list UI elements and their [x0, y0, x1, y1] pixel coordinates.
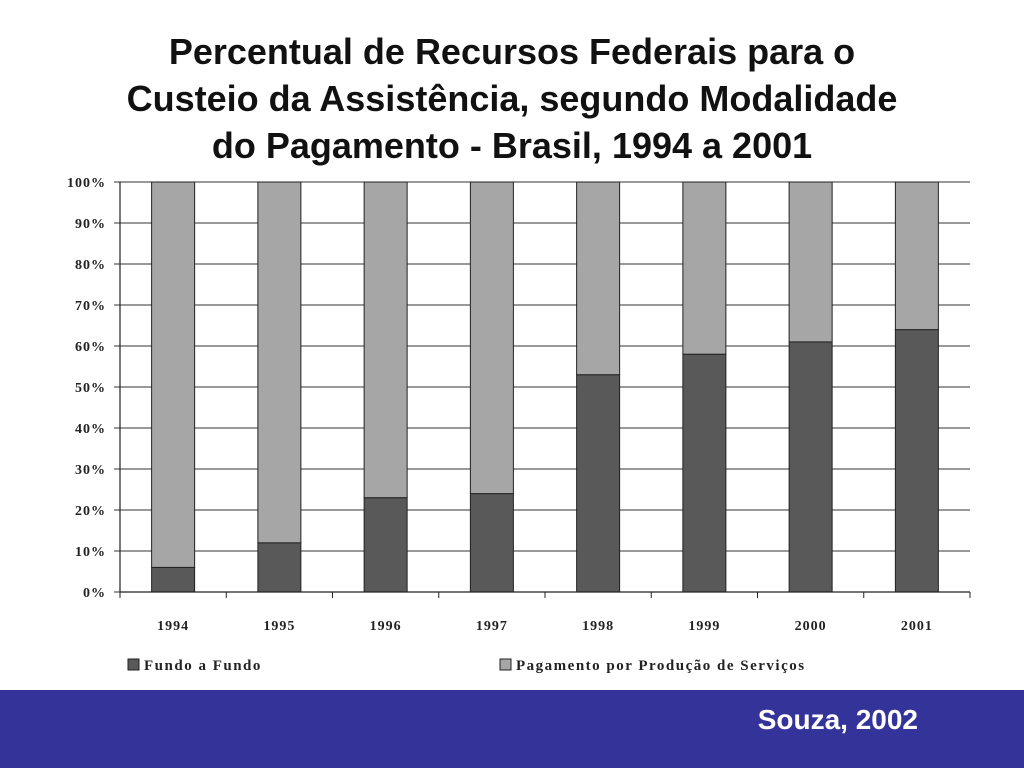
y-tick-label: 100%: [67, 176, 106, 191]
x-tick-label: 1995: [263, 619, 295, 634]
stacked-bar-chart: 0% 10% 20% 30% 40% 50% 60% 70% 80% 90% 100% 1994 199…: [67, 176, 971, 674]
y-tick-label: 90%: [75, 217, 106, 232]
source-citation: Souza, 2002: [757, 704, 918, 735]
y-tick-label: 70%: [75, 299, 106, 314]
y-tick-label: 30%: [75, 463, 106, 478]
bar-segment-fundo-a-fundo: [682, 353, 727, 593]
slide-title-line-1: Percentual de Recursos Federais para o: [168, 31, 856, 72]
legend-swatch: [127, 658, 140, 671]
x-tick-label: 2001: [901, 619, 933, 634]
slide-title: Percentual de Recursos Federais para o C…: [40, 28, 984, 169]
footer-band: Souza, 2002: [0, 690, 1024, 768]
bar-segment-fundo-a-fundo: [469, 493, 514, 593]
bar-segment-pagamento-producao: [363, 181, 408, 499]
bar-segment-pagamento-producao: [151, 181, 196, 568]
slide-title-line-2: Custeio da Assistência, segundo Modalida…: [126, 78, 898, 119]
x-tick-label: 1996: [370, 619, 402, 634]
x-tick-label: 1998: [582, 619, 614, 634]
y-tick-label: 80%: [75, 258, 106, 273]
bar-segment-fundo-a-fundo: [788, 341, 833, 593]
y-tick-label: 20%: [75, 504, 106, 519]
legend-label: Fundo a Fundo: [144, 658, 262, 674]
x-tick-label: 1997: [476, 619, 508, 634]
y-tick-label: 60%: [75, 340, 106, 355]
y-tick-label: 50%: [75, 381, 106, 396]
bar-segment-fundo-a-fundo: [363, 497, 408, 593]
bar-segment-pagamento-producao: [682, 181, 727, 355]
bar-segment-fundo-a-fundo: [576, 374, 621, 593]
bar-segment-pagamento-producao: [257, 181, 302, 544]
legend-swatch: [499, 658, 512, 671]
y-tick-label: 0%: [83, 586, 106, 601]
bar-segment-fundo-a-fundo: [151, 566, 196, 593]
x-tick-label: 2000: [795, 619, 827, 634]
x-tick-label: 1994: [157, 619, 189, 634]
legend-label: Pagamento por Produção de Serviços: [516, 658, 806, 674]
slide-title-line-3: do Pagamento - Brasil, 1994 a 2001: [211, 125, 813, 166]
y-tick-label: 40%: [75, 422, 106, 437]
y-tick-label: 10%: [75, 545, 106, 560]
bar-segment-pagamento-producao: [469, 181, 514, 495]
bar-segment-fundo-a-fundo: [257, 542, 302, 593]
bar-segment-fundo-a-fundo: [894, 329, 939, 593]
bar-segment-pagamento-producao: [894, 181, 939, 331]
x-tick-label: 1999: [688, 619, 720, 634]
bar-segment-pagamento-producao: [576, 181, 621, 376]
bar-segment-pagamento-producao: [788, 181, 833, 343]
